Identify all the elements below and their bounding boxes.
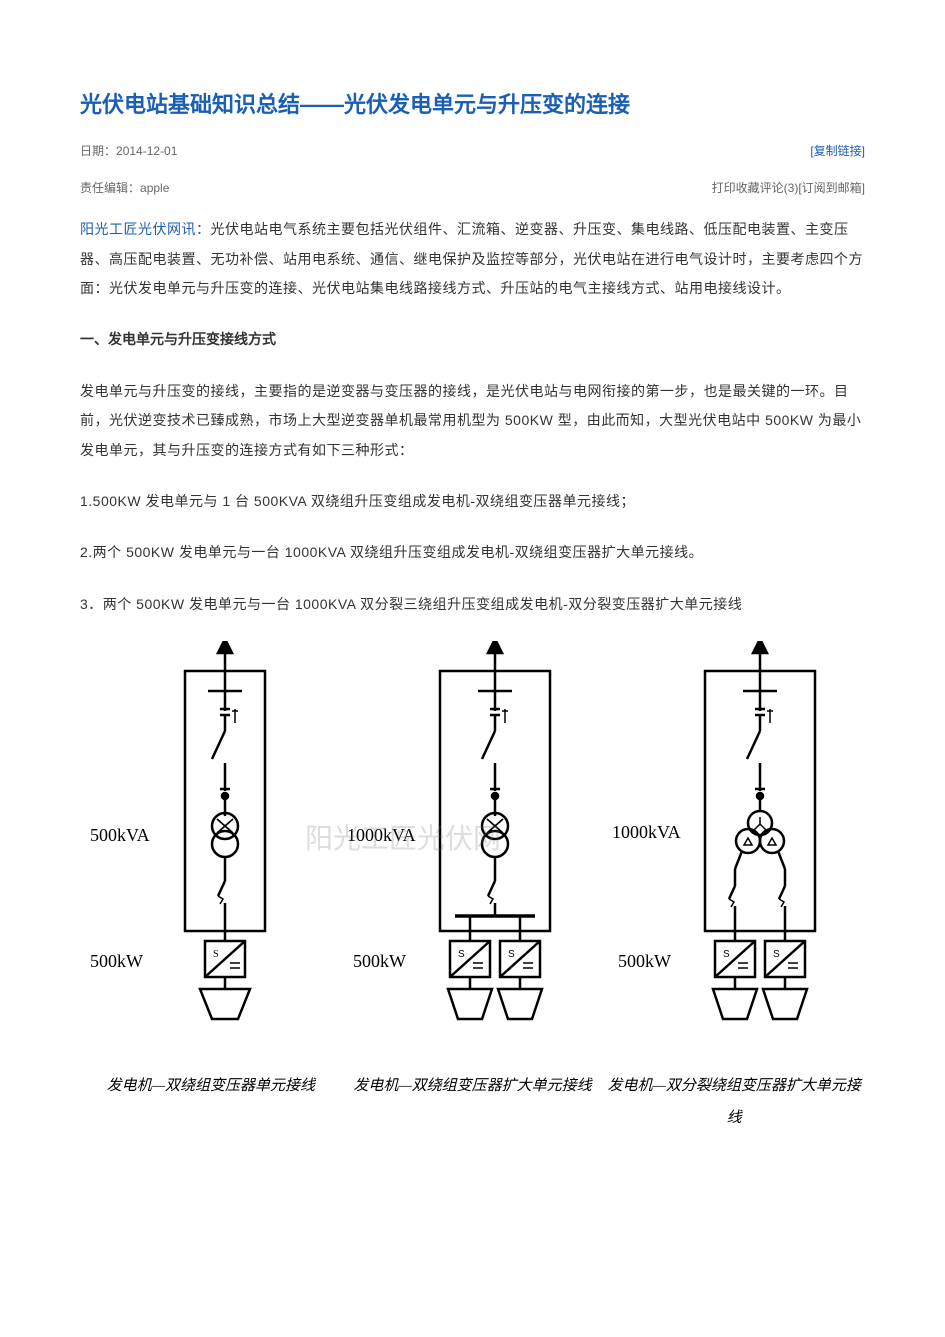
meta-row-2: 责任编辑：apple 打印收藏评论(3)[订阅到邮箱] bbox=[80, 176, 865, 201]
captions-row: 发电机—双绕组变压器单元接线 发电机—双绕组变压器扩大单元接线 发电机—双分裂绕… bbox=[80, 1071, 865, 1134]
section-heading-1: 一、发电单元与升压变接线方式 bbox=[80, 325, 865, 354]
diagrams-row: S 500kVA 500kW 阳光工匠光伏网 bbox=[80, 641, 865, 1041]
svg-text:S: S bbox=[213, 949, 219, 960]
diagram-1-svg: S 500kVA 500kW bbox=[80, 641, 335, 1041]
d3-kva-label: 1000kVA bbox=[612, 822, 681, 842]
d2-kva-label: 1000kVA bbox=[347, 825, 416, 845]
copy-link[interactable]: [复制链接] bbox=[810, 139, 865, 164]
action-links[interactable]: 打印收藏评论(3)[订阅到邮箱] bbox=[712, 176, 865, 201]
svg-text:S: S bbox=[458, 949, 465, 960]
list-item-3: 3．两个 500KW 发电单元与一台 1000KVA 双分裂三绕组升压变组成发电… bbox=[80, 590, 865, 619]
list-item-1: 1.500KW 发电单元与 1 台 500KVA 双绕组升压变组成发电机-双绕组… bbox=[80, 487, 865, 516]
caption-3: 发电机—双分裂绕组变压器扩大单元接线 bbox=[603, 1071, 865, 1134]
svg-text:S: S bbox=[508, 949, 515, 960]
diagram-1: S 500kVA 500kW bbox=[80, 641, 335, 1041]
diagram-2-svg: S S 1000kVA 500kW bbox=[345, 641, 600, 1041]
intro-paragraph: 阳光工匠光伏网讯：光伏电站电气系统主要包括光伏组件、汇流箱、逆变器、升压变、集电… bbox=[80, 215, 865, 303]
d1-kw-label: 500kW bbox=[90, 951, 143, 971]
list-item-2: 2.两个 500KW 发电单元与一台 1000KVA 双绕组升压变组成发电机-双… bbox=[80, 538, 865, 567]
svg-text:S: S bbox=[773, 949, 780, 960]
editor-value: apple bbox=[140, 181, 169, 195]
page-title: 光伏电站基础知识总结——光伏发电单元与升压变的连接 bbox=[80, 90, 865, 121]
diagram-3-svg: S S 1000kVA 500kW bbox=[610, 641, 865, 1041]
source-prefix: 阳光工匠光伏网讯： bbox=[80, 221, 211, 237]
date-value: 2014-12-01 bbox=[116, 144, 177, 158]
editor-label: 责任编辑： bbox=[80, 181, 140, 195]
paragraph-2: 发电单元与升压变的接线，主要指的是逆变器与变压器的接线，是光伏电站与电网衔接的第… bbox=[80, 377, 865, 465]
diagram-2: 阳光工匠光伏网 bbox=[345, 641, 600, 1041]
date: 日期：2014-12-01 bbox=[80, 139, 177, 164]
meta-row-1: 日期：2014-12-01 [复制链接] bbox=[80, 139, 865, 164]
caption-2: 发电机—双绕组变压器扩大单元接线 bbox=[342, 1071, 604, 1134]
date-label: 日期： bbox=[80, 144, 116, 158]
d3-kw-label: 500kW bbox=[618, 951, 671, 971]
editor: 责任编辑：apple bbox=[80, 176, 169, 201]
diagram-3: S S 1000kVA 500kW bbox=[610, 641, 865, 1041]
d1-kva-label: 500kVA bbox=[90, 825, 150, 845]
d2-kw-label: 500kW bbox=[353, 951, 406, 971]
caption-1: 发电机—双绕组变压器单元接线 bbox=[80, 1071, 342, 1134]
svg-text:S: S bbox=[723, 949, 730, 960]
